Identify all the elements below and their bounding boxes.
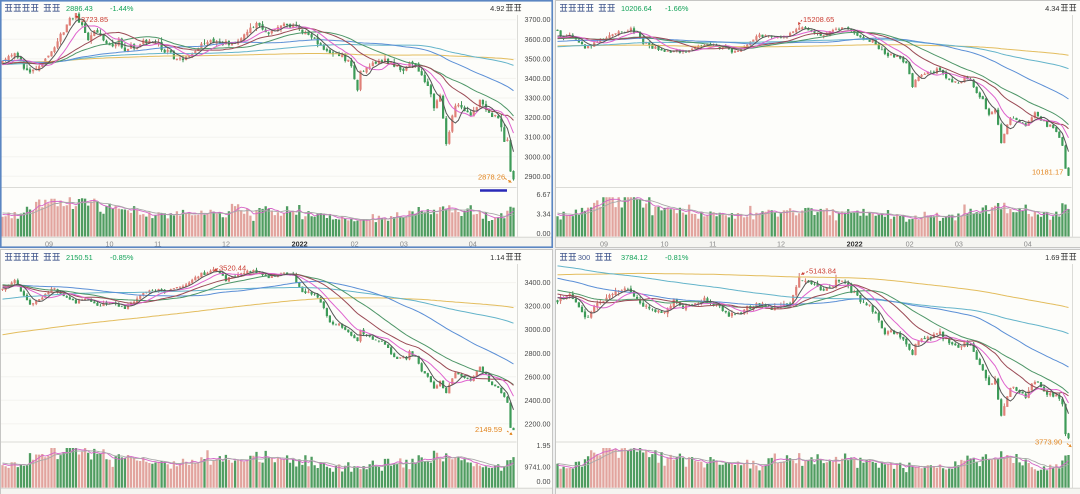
svg-text:2886.43: 2886.43	[66, 4, 93, 13]
svg-text:10: 10	[661, 240, 669, 249]
svg-text:-0.85%: -0.85%	[110, 253, 134, 262]
svg-text:2149.59: 2149.59	[475, 425, 502, 434]
svg-text:2150.51: 2150.51	[66, 253, 93, 262]
svg-text:1.95: 1.95	[537, 441, 551, 450]
svg-text:3300.00: 3300.00	[525, 94, 551, 103]
svg-text:10: 10	[106, 240, 114, 249]
svg-text:-1.66%: -1.66%	[665, 4, 689, 13]
svg-text:3000.00: 3000.00	[525, 325, 551, 334]
svg-text:09: 09	[600, 240, 608, 249]
svg-text:3.34: 3.34	[537, 210, 551, 219]
svg-text:3700.00: 3700.00	[525, 15, 551, 24]
svg-text:3000.00: 3000.00	[525, 152, 551, 161]
svg-text:12: 12	[222, 240, 230, 249]
svg-text:2400.00: 2400.00	[525, 396, 551, 405]
svg-text:2800.00: 2800.00	[525, 349, 551, 358]
svg-text:12: 12	[777, 240, 785, 249]
svg-text:9741.00: 9741.00	[525, 463, 551, 472]
svg-text:2900.00: 2900.00	[525, 172, 551, 181]
svg-text:0.00: 0.00	[537, 477, 551, 486]
svg-text:03: 03	[955, 240, 963, 249]
svg-text:3520.44: 3520.44	[219, 264, 246, 273]
svg-text:04: 04	[1024, 240, 1032, 249]
svg-text:2200.00: 2200.00	[525, 419, 551, 428]
svg-text:2022: 2022	[847, 240, 863, 249]
svg-text:10181.17: 10181.17	[1032, 168, 1063, 177]
svg-text:3500.00: 3500.00	[525, 54, 551, 63]
svg-text:4.92: 4.92	[490, 4, 504, 13]
svg-text:11: 11	[709, 240, 716, 249]
svg-text:5143.84: 5143.84	[809, 267, 836, 276]
svg-text:3400.00: 3400.00	[525, 74, 551, 83]
svg-text:04: 04	[469, 240, 477, 249]
svg-text:2600.00: 2600.00	[525, 372, 551, 381]
svg-text:09: 09	[45, 240, 53, 249]
svg-text:15208.65: 15208.65	[803, 15, 834, 24]
svg-text:11: 11	[154, 240, 161, 249]
svg-text:-1.44%: -1.44%	[110, 4, 134, 13]
svg-text:3723.85: 3723.85	[81, 15, 108, 24]
svg-text:0.00: 0.00	[537, 229, 551, 238]
svg-text:02: 02	[906, 240, 914, 249]
svg-text:2878.26: 2878.26	[478, 173, 505, 182]
svg-text:2022: 2022	[292, 240, 308, 249]
svg-text:3200.00: 3200.00	[525, 113, 551, 122]
svg-text:3200.00: 3200.00	[525, 302, 551, 311]
svg-text:300: 300	[578, 253, 590, 262]
svg-text:3600.00: 3600.00	[525, 35, 551, 44]
svg-text:3400.00: 3400.00	[525, 278, 551, 287]
svg-text:3773.90: 3773.90	[1035, 438, 1062, 447]
svg-text:02: 02	[351, 240, 359, 249]
svg-text:4.34: 4.34	[1045, 4, 1059, 13]
svg-text:1.69: 1.69	[1045, 253, 1059, 262]
svg-text:3784.12: 3784.12	[621, 253, 648, 262]
svg-text:-0.81%: -0.81%	[665, 253, 689, 262]
svg-text:10206.64: 10206.64	[621, 4, 652, 13]
svg-text:03: 03	[400, 240, 408, 249]
svg-text:1.14: 1.14	[490, 253, 504, 262]
svg-text:6.67: 6.67	[537, 190, 551, 199]
svg-text:3100.00: 3100.00	[525, 133, 551, 142]
